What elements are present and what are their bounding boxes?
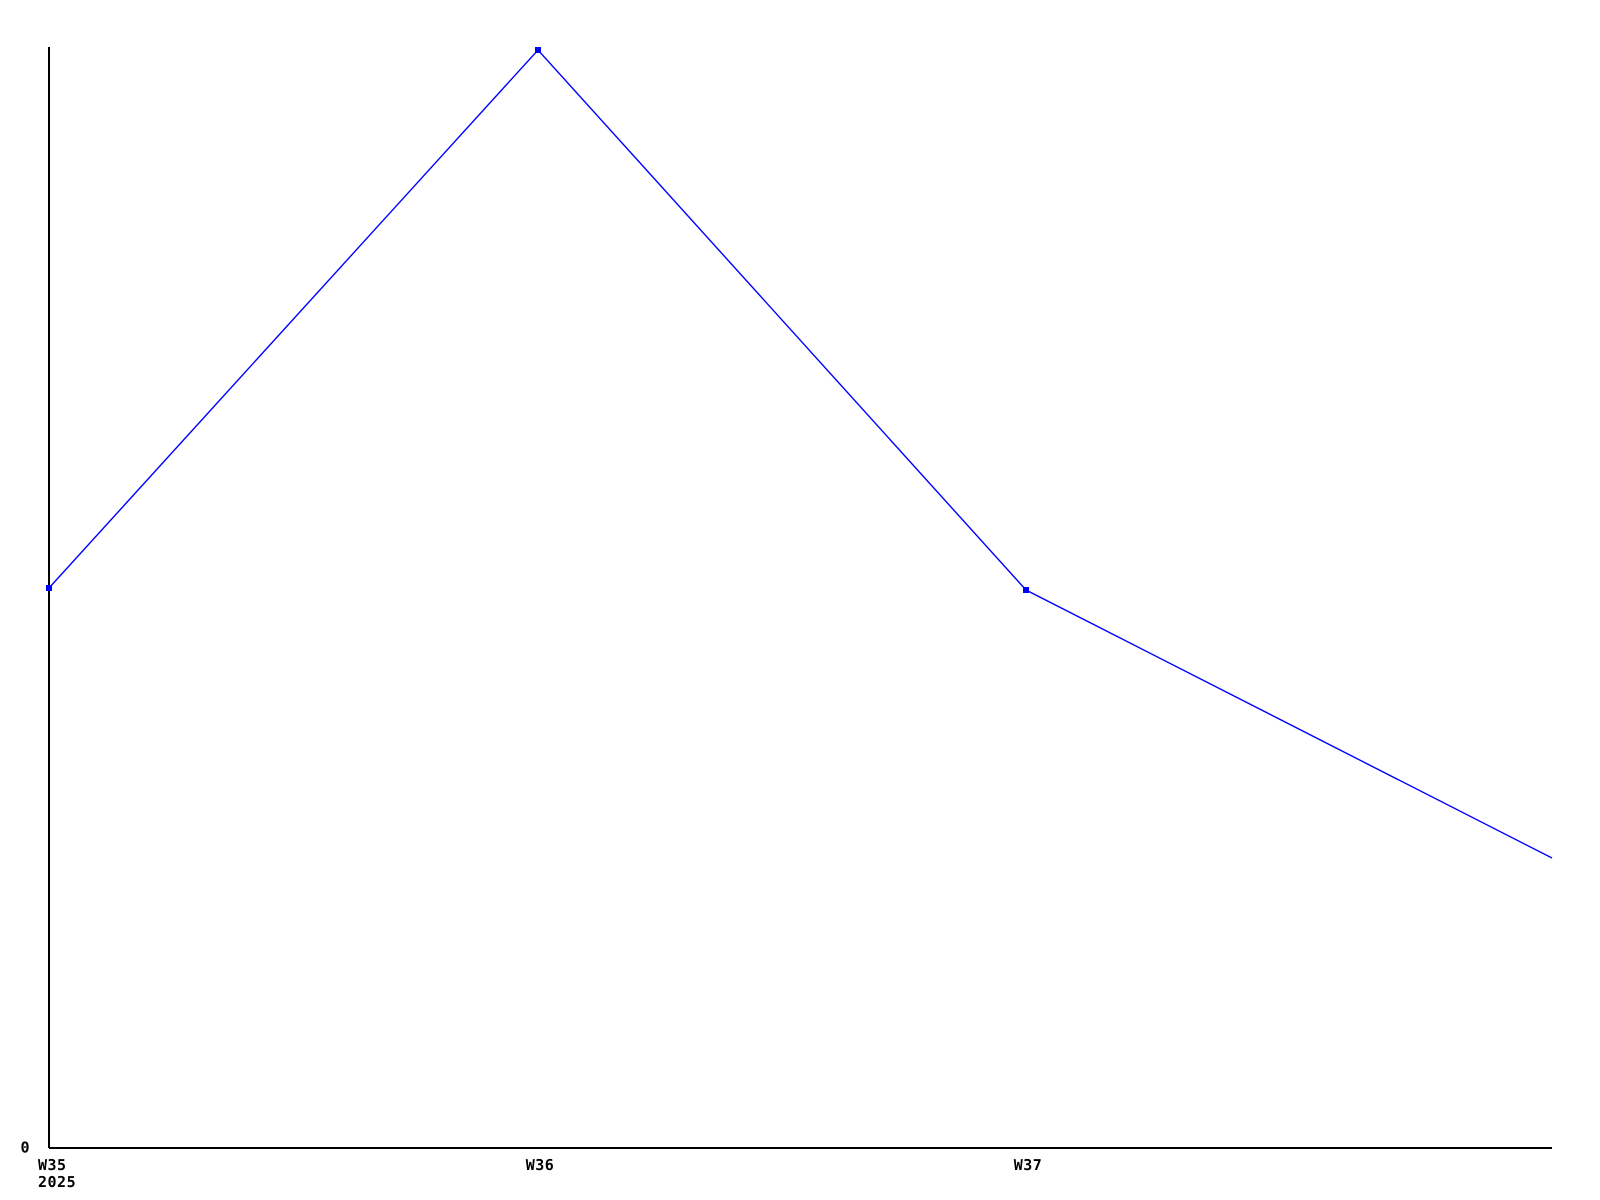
data-point-marker-w37[interactable] xyxy=(1023,587,1029,593)
x-axis-tick-label-w35: W35 2025 xyxy=(38,1157,76,1191)
y-axis-tick-label-0: 0 xyxy=(20,1138,30,1157)
x-axis-tick-label-w36: W36 xyxy=(525,1156,555,1174)
x-axis-tick-w35-year: 2025 xyxy=(38,1173,77,1191)
series-line-series-1 xyxy=(48,48,1553,859)
data-point-marker-w36[interactable] xyxy=(535,47,541,53)
data-point-marker-w35[interactable] xyxy=(46,585,52,591)
x-axis-tick-w35-week: W35 xyxy=(38,1156,67,1174)
x-axis-tick-label-w37: W37 xyxy=(1013,1156,1043,1174)
